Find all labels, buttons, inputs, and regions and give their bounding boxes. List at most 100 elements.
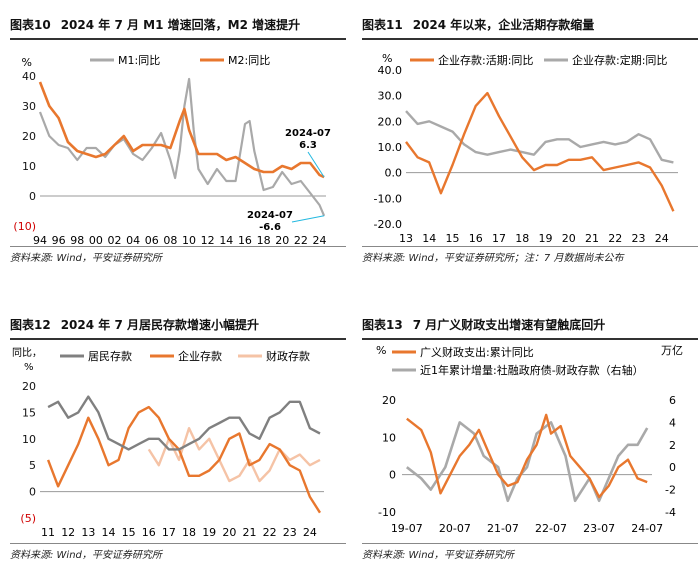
panel-title: 图表13 7 月广义财政支出增速有望触底回升 <box>362 314 698 340</box>
series-line-gray <box>405 110 674 164</box>
y-tick-label: 40.0 <box>378 64 403 77</box>
y-tick-label-right: 4 <box>669 416 676 429</box>
y-tick-label: 20 <box>22 380 36 393</box>
y-tick-label: 20.0 <box>378 115 403 128</box>
y-tick-label: 5 <box>29 459 36 472</box>
y-tick-label-right: 2 <box>669 439 676 452</box>
x-tick-label: 21 <box>242 526 256 539</box>
panel-number: 图表13 <box>362 318 403 332</box>
x-tick-label: 96 <box>52 234 66 247</box>
series-line-orange <box>405 91 675 212</box>
series-line-orange <box>406 413 648 499</box>
panel-title: 图表11 2024 年以来，企业活期存款缩量 <box>362 14 698 40</box>
y-tick-label: 10 <box>22 160 36 173</box>
y-tick-label: 30.0 <box>378 90 403 103</box>
panel-title-text: 2024 年以来，企业活期存款缩量 <box>412 18 595 32</box>
y-tick-label: 0 <box>29 486 36 499</box>
chart-m1-m2: %40 30 20 10 0 (10)94 96 98 00 02 04 06 08 10 12 14 16 18… <box>13 54 331 247</box>
x-tick-label: 21 <box>585 232 599 245</box>
source-note: 资料来源: Wind，平安证券研究所 <box>362 543 698 561</box>
legend-label: 企业存款 <box>178 349 222 363</box>
x-tick-label: 19 <box>538 232 552 245</box>
legend-label: 近1年累计增量:社融政府债-财政存款（右轴） <box>420 363 644 377</box>
panel-number: 图表11 <box>362 18 403 32</box>
y-tick-label-right: -2 <box>665 484 676 497</box>
x-tick-label: 17 <box>492 232 506 245</box>
x-tick-label: 19-07 <box>391 522 423 535</box>
legend-label: 财政存款 <box>266 349 310 363</box>
x-tick-label: 00 <box>89 234 103 247</box>
y-tick-label: 10 <box>382 431 396 444</box>
series-line-darkgray <box>47 395 321 451</box>
chart-enterprise-deposits: %40.0 30.0 20.0 10.0 0.0 -10.0 -20.013 14 15 16 17… <box>374 52 678 245</box>
x-tick-label: 20 <box>562 232 576 245</box>
y-tick-label: 10 <box>22 433 36 446</box>
x-tick-label: 22 <box>263 526 277 539</box>
y-tick-label: 0 <box>29 190 36 203</box>
x-tick-label: 98 <box>70 234 84 247</box>
x-tick-label: 13 <box>399 232 413 245</box>
y-axis-unit: % <box>22 56 32 69</box>
annotation-date: 2024-07 <box>247 210 293 221</box>
y-tick-label: 15 <box>22 406 36 419</box>
series-line-orange <box>46 405 322 514</box>
chart-household-deposits: 同比，% 20 15 10 5 0 (5) 11 12 13 14 15 16 17 18 19 20 21 22 2… <box>12 347 324 539</box>
x-tick-label: 16 <box>469 232 483 245</box>
y-tick-label: 0 <box>389 469 396 482</box>
y-tick-label-right: 6 <box>669 394 676 407</box>
legend-label: 企业存款:定期:同比 <box>572 53 667 67</box>
annotation-date: 2024-07 <box>285 128 331 139</box>
y-axis-unit: 同比， <box>12 347 42 359</box>
y-tick-label: -10 <box>378 506 396 519</box>
x-tick-label: 15 <box>122 526 136 539</box>
y-tick-label: 10.0 <box>378 141 403 154</box>
x-tick-label: 21-07 <box>487 522 519 535</box>
y-tick-label-right: 0 <box>669 461 676 474</box>
x-tick-label: 18 <box>182 526 196 539</box>
x-tick-label: 11 <box>41 526 55 539</box>
annotation-value: -6.6 <box>259 222 281 233</box>
y-tick-label-right: -4 <box>665 506 676 519</box>
x-tick-label: 17 <box>162 526 176 539</box>
y-axis-unit-right: 万亿 <box>661 344 683 357</box>
series-line-orange <box>38 81 325 179</box>
panel-number: 图表10 <box>10 18 51 32</box>
x-tick-label: 12 <box>201 234 215 247</box>
panel-number: 图表12 <box>10 318 51 332</box>
x-tick-label: 08 <box>163 234 177 247</box>
x-tick-label: 02 <box>108 234 122 247</box>
legend-label: 广义财政支出:累计同比 <box>420 345 534 359</box>
x-tick-label: 14 <box>101 526 115 539</box>
panel-title-text: 7 月广义财政支出增速有望触底回升 <box>412 318 606 332</box>
x-tick-label: 20-07 <box>439 522 471 535</box>
y-tick-label: -20.0 <box>374 218 402 231</box>
y-tick-label: (5) <box>20 512 36 525</box>
x-tick-label: 22 <box>608 232 622 245</box>
x-tick-label: 14 <box>422 232 436 245</box>
panel-title-text: 2024 年 7 月 M1 增速回落，M2 增速提升 <box>60 18 301 32</box>
legend-label: 居民存款 <box>88 349 132 363</box>
x-tick-label: 24 <box>655 232 669 245</box>
legend-label: M2:同比 <box>228 54 270 67</box>
source-note: 资料来源: Wind，平安证券研究所 <box>10 246 346 264</box>
x-tick-label: 12 <box>61 526 75 539</box>
source-note: 资料来源: Wind，平安证券研究所 <box>10 543 346 561</box>
x-tick-label: 16 <box>142 526 156 539</box>
x-tick-label: 20 <box>275 234 289 247</box>
x-tick-label: 23-07 <box>583 522 615 535</box>
annotation-leader <box>307 151 325 178</box>
x-tick-label: 23 <box>283 526 297 539</box>
y-tick-label: (10) <box>13 220 36 233</box>
panel-title-text: 2024 年 7 月居民存款增速小幅提升 <box>60 318 259 332</box>
x-tick-label: 16 <box>238 234 252 247</box>
x-tick-label: 94 <box>33 234 47 247</box>
x-tick-label: 18 <box>515 232 529 245</box>
x-tick-label: 24 <box>303 526 317 539</box>
y-tick-label: 0.0 <box>385 167 403 180</box>
source-note: 资料来源: Wind，平安证券研究所；注：7 月数据尚未公布 <box>362 246 698 264</box>
annotation-value: 6.3 <box>299 140 317 151</box>
y-tick-label: 20 <box>382 394 396 407</box>
x-tick-label: 24 <box>312 234 326 247</box>
y-tick-label: 40 <box>22 70 36 83</box>
series-line-peach <box>147 427 321 483</box>
